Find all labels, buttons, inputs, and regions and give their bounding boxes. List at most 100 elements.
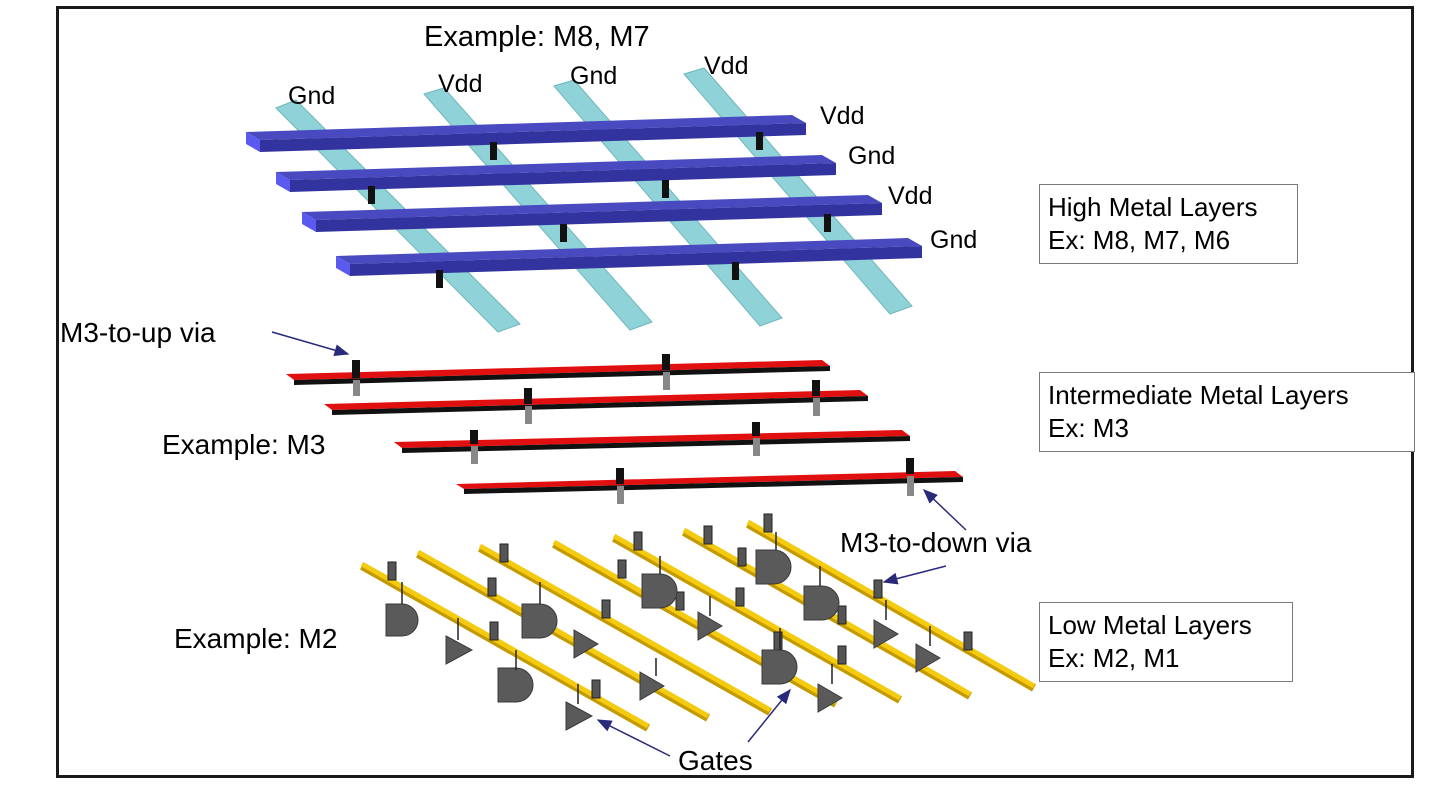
buffer-gate [445,635,474,665]
via-up [524,388,532,404]
horizontal-rail-3-front [316,203,882,232]
top-example-label: Example: M8, M7 [424,21,650,53]
intermediate-vias [352,354,914,504]
m3-down-via-arrow-2 [882,565,947,585]
horizontal-rail-2-front [290,163,836,192]
low-box-title: Low Metal Layers [1048,610,1252,640]
via-up [906,458,914,474]
m3-down-via-arrow-1 [922,488,967,531]
horizontal-rail-label-3: Vdd [888,182,932,210]
and-gate [497,667,534,703]
intermediate-metal-layers-box: Intermediate Metal Layers Ex: M3 [1039,372,1415,452]
via [368,186,375,204]
via [756,132,763,150]
via [837,605,847,625]
m2-rail-5-top [612,533,902,701]
horizontal-rail-2 [276,155,836,180]
buffer-gate [697,611,723,641]
via [675,591,685,611]
via-up [812,380,820,396]
intermediate-metal-rails [286,360,963,494]
horizontal-rail-1-end [246,132,260,152]
via [963,631,973,651]
via [436,270,443,288]
via-down [525,406,532,424]
m3-rail-2-side [332,396,868,415]
and-gate [385,603,419,637]
via [773,631,783,651]
and-gate [761,649,798,685]
horizontal-rail-4-front [350,246,922,276]
via [662,180,669,198]
gate-connectors [401,532,931,704]
via [837,645,847,665]
and-gate [641,573,678,609]
via [633,531,643,551]
logic-gates [385,549,941,731]
gates-arrow-2 [747,688,791,743]
buffer-gate [915,643,941,673]
and-gate [755,549,792,585]
m3-up-via-arrow [271,331,350,357]
horizontal-rail-4-end [336,256,350,276]
buffer-gate [573,629,599,659]
high-box-subtitle: Ex: M8, M7, M6 [1048,225,1231,255]
via-down [907,476,914,496]
horizontal-rail-3 [302,195,882,220]
callout-arrows [271,331,967,757]
and-gate [521,603,558,639]
m3-up-via-label: M3-to-up via [60,317,216,348]
buffer-gate [565,701,594,731]
via [703,525,713,545]
m3-rail-1 [286,360,830,380]
via-down [617,486,624,504]
via-up [752,422,760,436]
via [824,214,831,232]
via [737,547,747,567]
intermediate-box-title: Intermediate Metal Layers [1048,380,1349,410]
via [387,561,397,581]
via [591,679,601,699]
high-metal-vias [368,132,831,288]
horizontal-rail-label-1: Vdd [820,102,864,130]
via-down [471,446,478,464]
via-up [616,468,624,484]
m3-rail-2 [324,390,868,410]
low-metal-layers-box: Low Metal Layers Ex: M2, M1 [1039,602,1293,682]
low-box-subtitle: Ex: M2, M1 [1048,643,1180,673]
horizontal-rail-label-2: Gnd [848,142,895,170]
m3-rail-3 [394,430,910,448]
low-metal-vias [387,513,973,699]
m3-down-via-label: M3-to-down via [840,527,1032,558]
via-up [662,354,670,370]
vertical-rail-label-2: Vdd [438,70,482,98]
via [490,142,497,160]
buffer-gate [817,683,843,713]
via [735,587,745,607]
m3-rail-4-side [464,477,963,494]
vertical-rail-label-3: Gnd [570,62,617,90]
vertical-rail-label-1: Gnd [288,82,335,110]
m3-example-label: Example: M3 [162,429,325,460]
buffer-gate [873,619,899,649]
and-gate [803,585,840,621]
m2-rail-7-top [746,519,1036,689]
via [617,559,627,579]
via-down [663,372,670,390]
m2-rail-3-top [478,543,772,713]
via-up [352,360,360,378]
gates-label: Gates [678,745,753,776]
buffer-gate [639,671,665,701]
gates-arrow-1 [596,719,671,757]
via-down [813,398,820,416]
high-box-title: High Metal Layers [1048,192,1258,222]
via [489,621,499,641]
horizontal-rail-1 [246,115,806,140]
horizontal-rail-label-4: Gnd [930,226,977,254]
via [601,599,611,619]
via [499,543,509,563]
m3-rail-4 [456,471,963,489]
horizontal-rail-4 [336,238,922,264]
low-metal-rails [360,519,1036,732]
